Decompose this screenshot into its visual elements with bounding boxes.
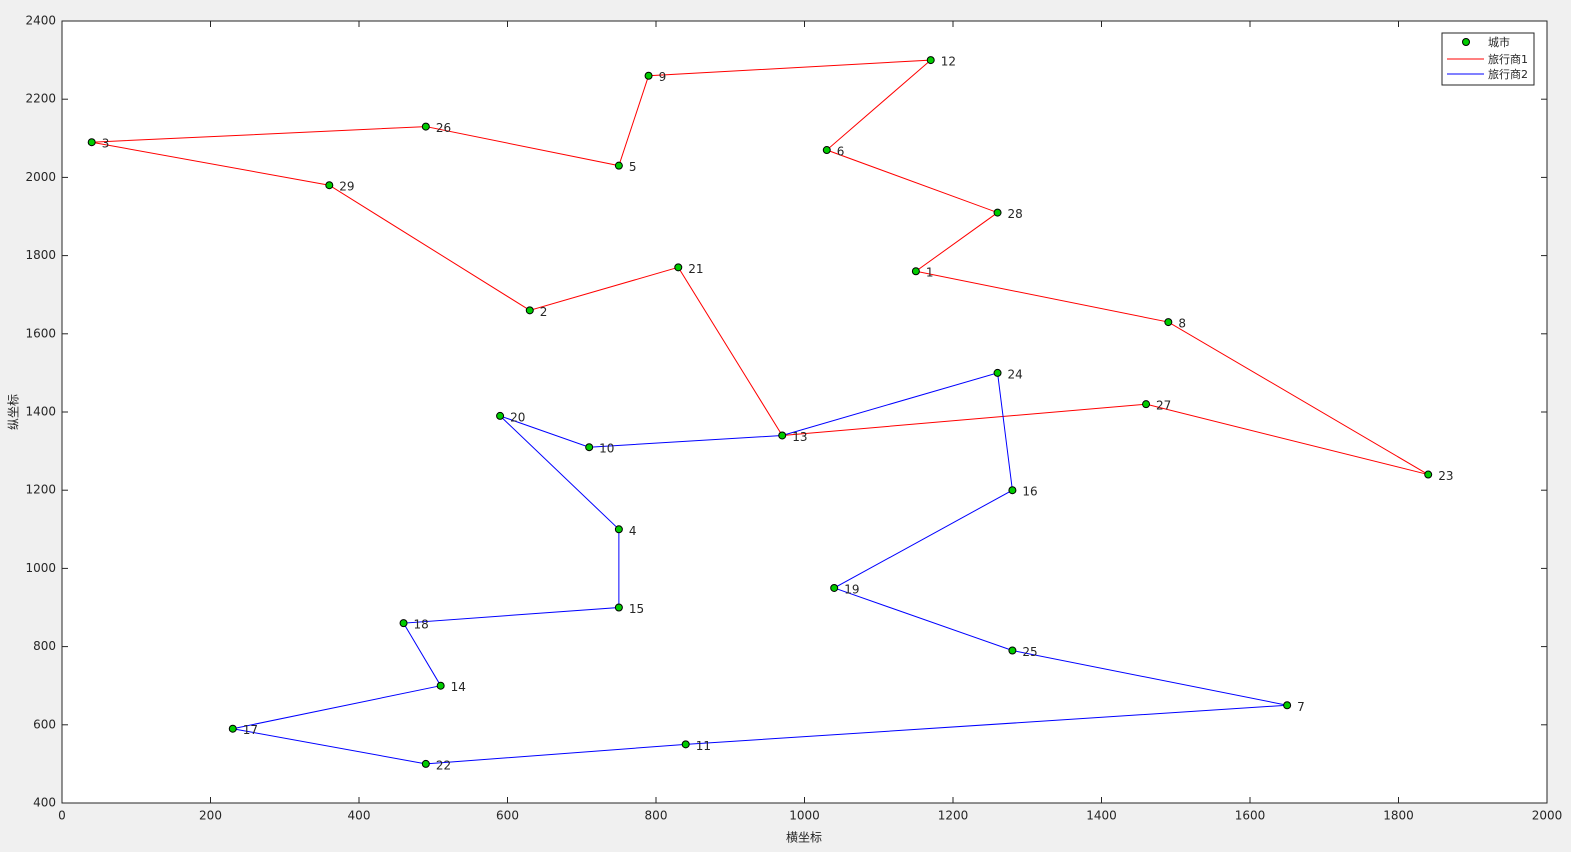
y-tick-label: 400: [33, 796, 56, 810]
y-tick-label: 600: [33, 717, 56, 731]
city-point: [228, 724, 237, 733]
legend-marker: [1462, 38, 1470, 46]
route-line: [232, 372, 1288, 765]
city-point: [87, 138, 96, 147]
city-point: [614, 161, 623, 170]
x-tick-label: 1200: [938, 809, 969, 823]
route-line: [91, 59, 1429, 476]
city-label: 20: [510, 410, 525, 424]
city-point: [1424, 470, 1433, 479]
legend-label: 旅行商1: [1488, 52, 1528, 66]
city-label: 3: [102, 137, 110, 151]
city-point: [496, 411, 505, 420]
city-point: [778, 431, 787, 440]
y-tick-label: 1600: [25, 326, 56, 340]
city-label: 5: [629, 160, 637, 174]
city-label: 7: [1297, 700, 1305, 714]
y-tick-label: 2400: [25, 14, 56, 28]
city-label: 29: [339, 180, 354, 194]
legend-label: 旅行商2: [1488, 67, 1528, 81]
city-label: 6: [837, 145, 845, 159]
plot-area: [61, 20, 1548, 804]
city-label: 14: [451, 680, 466, 694]
city-point: [681, 740, 690, 749]
city-point: [830, 583, 839, 592]
city-label: 24: [1008, 367, 1023, 381]
city-point: [993, 368, 1002, 377]
city-label: 9: [659, 70, 667, 84]
y-tick-label: 2000: [25, 170, 56, 184]
city-point: [1008, 646, 1017, 655]
x-tick-label: 1400: [1086, 809, 1117, 823]
city-point: [926, 56, 935, 65]
x-tick-label: 800: [645, 809, 668, 823]
city-label: 10: [599, 442, 614, 456]
city-label: 27: [1156, 399, 1171, 413]
city-label: 1: [926, 266, 934, 280]
city-point: [325, 181, 334, 190]
y-tick-label: 1000: [25, 561, 56, 575]
x-tick-label: 1600: [1235, 809, 1266, 823]
city-point: [1164, 318, 1173, 327]
city-label: 25: [1022, 645, 1037, 659]
city-point: [993, 208, 1002, 217]
x-tick-label: 400: [348, 809, 371, 823]
y-axis-label: 纵坐标: [7, 394, 21, 430]
city-point: [644, 71, 653, 80]
city-label: 13: [792, 430, 807, 444]
city-point: [525, 306, 534, 315]
city-label: 8: [1178, 317, 1186, 331]
city-point: [614, 525, 623, 534]
x-tick-label: 200: [199, 809, 222, 823]
city-label: 11: [696, 739, 711, 753]
city-point: [421, 759, 430, 768]
city-point: [822, 146, 831, 155]
y-tick-label: 1800: [25, 248, 56, 262]
city-label: 23: [1438, 469, 1453, 483]
city-label: 16: [1022, 485, 1037, 499]
x-axis-label: 横坐标: [786, 831, 822, 845]
city-point: [1283, 701, 1292, 710]
city-point: [674, 263, 683, 272]
y-tick-label: 800: [33, 639, 56, 653]
city-label: 22: [436, 758, 451, 772]
city-point: [436, 681, 445, 690]
city-point: [585, 443, 594, 452]
x-tick-label: 1000: [789, 809, 820, 823]
y-tick-label: 2200: [25, 92, 56, 106]
x-tick-label: 600: [496, 809, 519, 823]
city-label: 28: [1008, 207, 1023, 221]
city-point: [1142, 400, 1151, 409]
city-label: 18: [414, 618, 429, 632]
y-tick-label: 1200: [25, 483, 56, 497]
city-label: 12: [941, 55, 956, 69]
city-label: 2: [540, 305, 548, 319]
city-point: [421, 122, 430, 131]
x-tick-label: 1800: [1383, 809, 1414, 823]
legend-label: 城市: [1488, 35, 1510, 49]
x-tick-label: 2000: [1532, 809, 1563, 823]
city-point: [911, 267, 920, 276]
city-point: [399, 619, 408, 628]
x-tick-label: 0: [58, 809, 66, 823]
city-label: 4: [629, 524, 637, 538]
city-label: 15: [629, 602, 644, 616]
y-tick-label: 1400: [25, 405, 56, 419]
city-point: [614, 603, 623, 612]
city-label: 17: [243, 723, 258, 737]
city-label: 21: [688, 262, 703, 276]
city-point: [1008, 486, 1017, 495]
city-label: 19: [844, 582, 859, 596]
city-label: 26: [436, 121, 451, 135]
